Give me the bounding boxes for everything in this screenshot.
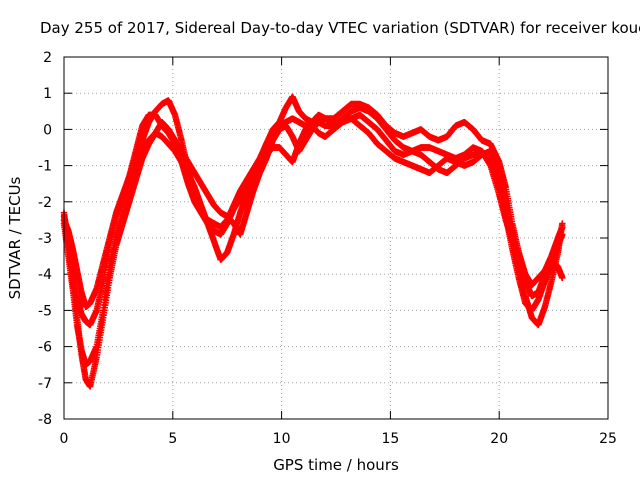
y-tick-label: -3 (38, 231, 52, 247)
x-tick-label: 20 (490, 431, 508, 447)
y-tick-label: -7 (38, 376, 52, 392)
x-tick-label: 25 (599, 431, 617, 447)
y-axis-label: SDTVAR / TECUs (6, 176, 24, 299)
data-point (559, 223, 566, 231)
y-tick-label: -2 (38, 195, 52, 211)
y-tick-labels: -8 -7 -6 -5 -4 -3 -2 -1 0 1 2 (38, 50, 52, 428)
y-tick-label: -8 (38, 412, 52, 428)
x-tick-label: 5 (168, 431, 177, 447)
grid-lines (64, 57, 608, 419)
chart-title: Day 255 of 2017, Sidereal Day-to-day VTE… (40, 19, 640, 37)
x-axis-label: GPS time / hours (273, 456, 399, 474)
x-tick-label: 15 (381, 431, 399, 447)
x-tick-label: 0 (60, 431, 69, 447)
y-tick-label: -1 (38, 159, 52, 175)
y-tick-label: 1 (43, 86, 52, 102)
y-tick-label: -5 (38, 303, 52, 319)
series-4 (60, 93, 566, 310)
data-points (60, 93, 566, 390)
y-tick-label: -6 (38, 340, 52, 356)
y-tick-label: -4 (38, 267, 52, 283)
series-3 (60, 104, 566, 390)
data-point (559, 274, 566, 282)
y-tick-label: 0 (43, 122, 52, 138)
y-tick-label: 2 (43, 50, 52, 66)
x-tick-label: 10 (273, 431, 291, 447)
plot-frame (63, 56, 609, 420)
x-tick-labels: 0 5 10 15 20 25 (60, 431, 617, 447)
